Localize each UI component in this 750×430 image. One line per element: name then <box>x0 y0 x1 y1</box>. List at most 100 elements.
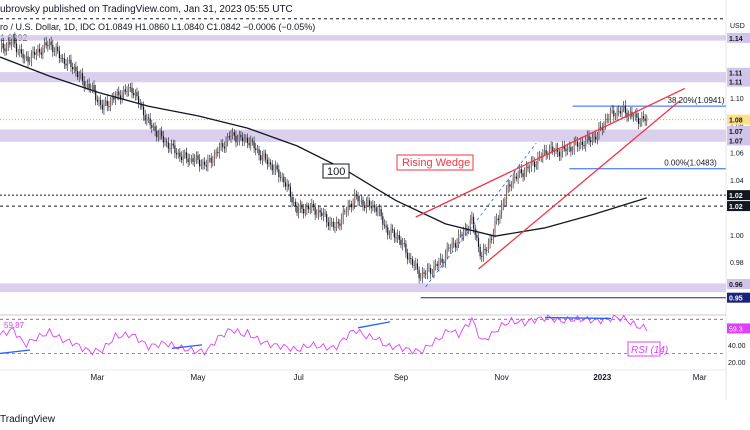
candle-body <box>309 208 311 210</box>
candle-body <box>451 242 453 248</box>
candle-body <box>52 45 54 53</box>
rsi-divergence-1 <box>171 344 203 349</box>
candle-body <box>106 100 108 107</box>
price-badge-label-8: 0.96 <box>729 282 743 289</box>
candle-body <box>212 161 214 163</box>
ma100-line <box>0 56 647 237</box>
candle-body <box>416 263 419 270</box>
candle-body <box>171 143 173 149</box>
candle-body <box>428 268 430 269</box>
zone-1 <box>0 72 726 83</box>
candle-body <box>472 216 475 229</box>
candle-body <box>40 52 42 55</box>
candle-body <box>410 258 412 260</box>
candle-body <box>237 139 239 143</box>
candle-body <box>324 213 326 215</box>
rsi-label-box <box>627 341 661 357</box>
candle-body <box>510 184 513 187</box>
candle-body <box>613 110 615 117</box>
candle-body <box>380 209 382 217</box>
candle-body <box>538 156 541 157</box>
candle-body <box>30 53 32 62</box>
candle-body <box>129 87 131 88</box>
candle-body <box>304 209 306 214</box>
candle-body <box>58 50 60 58</box>
candle-body <box>96 99 98 102</box>
candle-body <box>623 105 625 109</box>
candle-body <box>426 268 428 275</box>
candle-body <box>98 100 100 102</box>
candle-body <box>90 87 92 89</box>
candle-body <box>339 223 341 226</box>
candle-body <box>238 134 240 140</box>
candle-body <box>509 184 511 187</box>
candle-body <box>299 204 301 209</box>
candle-body <box>72 67 74 70</box>
candle-body <box>525 166 527 172</box>
candle-body <box>436 263 438 267</box>
candle-body <box>598 126 600 135</box>
candle-body <box>113 97 115 100</box>
candle-body <box>298 208 300 214</box>
candle-body <box>578 145 580 147</box>
candle-body <box>281 176 283 178</box>
candle-body <box>14 37 16 44</box>
fib-label-1: 0.00%(1.0483) <box>664 159 717 168</box>
candle-body <box>177 152 179 155</box>
candle-body <box>507 184 509 190</box>
candle-body <box>542 152 544 158</box>
wedge-label: Rising Wedge <box>402 157 470 169</box>
candle-body <box>91 85 93 88</box>
candle-body <box>580 141 582 146</box>
candle-body <box>477 238 480 247</box>
candle-body <box>57 46 59 51</box>
candle-body <box>222 143 224 147</box>
candle-body <box>595 136 597 140</box>
candle-body <box>261 156 263 161</box>
candle-body <box>547 154 549 156</box>
candle-body <box>367 200 369 203</box>
candle-body <box>232 132 234 136</box>
candle-body <box>543 150 546 153</box>
candle-body <box>362 199 364 206</box>
candle-body <box>154 126 156 131</box>
price-tick-2: 1.06 <box>730 151 744 158</box>
candle-body <box>283 176 285 183</box>
candle-body <box>271 164 273 171</box>
candle-body <box>633 116 635 118</box>
candle-body <box>550 146 552 149</box>
candle-body <box>352 203 354 208</box>
candle-body <box>504 199 506 204</box>
candle-body <box>100 100 102 105</box>
candle-body <box>151 124 153 128</box>
candle-body <box>355 194 357 196</box>
price-badge-label-3: 1.08 <box>729 118 743 125</box>
candle-body <box>415 263 417 266</box>
candle-body <box>180 156 183 161</box>
candle-body <box>286 184 288 187</box>
candle-body <box>573 141 575 150</box>
candle-body <box>103 103 105 110</box>
candle-body <box>60 57 62 59</box>
candle-body <box>527 166 529 169</box>
candle-body <box>25 56 27 58</box>
price-badge-label-6: 1.02 <box>729 193 743 200</box>
candle-body <box>274 165 277 170</box>
candle-body <box>108 106 110 107</box>
candle-body <box>616 110 618 117</box>
candle-body <box>524 171 526 177</box>
candle-body <box>332 221 334 228</box>
candle-body <box>600 126 602 128</box>
candle-body <box>337 221 339 224</box>
candle-body <box>375 207 377 212</box>
candle-body <box>4 48 6 52</box>
candle-body <box>1 43 3 49</box>
candle-body <box>204 161 206 166</box>
symbol-line: ro / U.S. Dollar, 1D, IDC O1.0849 H1.086… <box>0 22 316 32</box>
price-tick-0: 1.10 <box>730 96 744 103</box>
candle-body <box>585 139 587 147</box>
candle-body <box>388 234 390 236</box>
candle-body <box>172 143 174 146</box>
candle-body <box>227 135 229 142</box>
